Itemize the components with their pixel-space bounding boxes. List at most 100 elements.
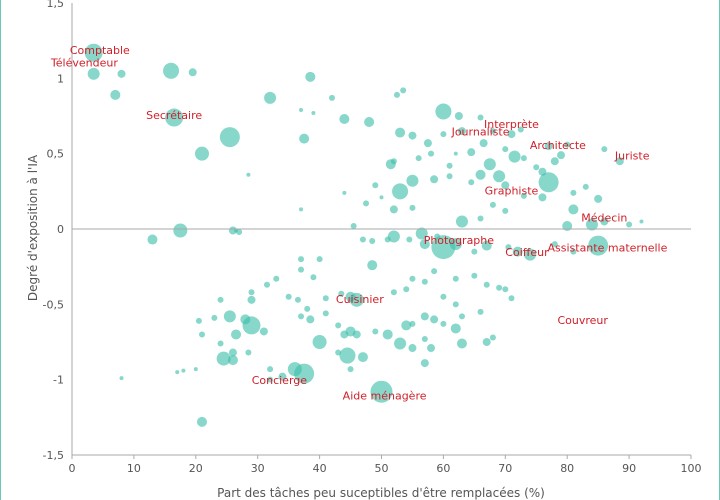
data-point [538, 193, 547, 202]
data-point [524, 248, 537, 261]
data-point [517, 126, 524, 133]
data-point [538, 172, 559, 193]
data-point [512, 246, 523, 257]
data-point [382, 329, 393, 340]
data-point [489, 334, 496, 341]
data-point [427, 344, 436, 353]
data-point [310, 274, 317, 281]
data-point [372, 182, 379, 189]
data-point [455, 215, 468, 228]
data-point [385, 159, 396, 170]
data-point [119, 376, 124, 381]
data-point [431, 235, 456, 260]
axes-layer: 0 10 20 30 40 50 60 70 80 90 100 1,5 1 0,5 0 -0,5 -1 -1,5 [43, 0, 702, 475]
x-tick-label: 0 [69, 462, 76, 475]
data-point [421, 278, 428, 285]
y-tick-label: 1 [57, 72, 64, 85]
data-point [419, 239, 430, 250]
data-point [245, 349, 252, 356]
y-tick-label: 0 [57, 223, 64, 236]
data-point [501, 181, 510, 190]
data-point [223, 310, 236, 323]
data-point [367, 260, 378, 271]
data-point [147, 234, 158, 245]
data-point [493, 170, 506, 183]
data-point [342, 190, 347, 195]
data-point [294, 363, 315, 384]
x-tick-label: 30 [251, 462, 265, 475]
data-point [544, 142, 553, 151]
data-point [475, 169, 486, 180]
data-point [415, 155, 422, 162]
job-label: Coiffeur [505, 246, 549, 259]
data-point [87, 67, 100, 80]
data-point [479, 139, 488, 148]
data-point [557, 151, 566, 160]
data-point [285, 293, 292, 300]
job-label: Journaliste [451, 126, 510, 139]
job-label: Assistante maternelle [547, 242, 667, 255]
data-point [508, 150, 521, 163]
data-point [231, 329, 242, 340]
data-point [248, 289, 255, 296]
y-axis-title: Degré d'exposition à l'IA [26, 154, 40, 301]
x-tick-label: 60 [436, 462, 450, 475]
data-point [457, 127, 466, 136]
data-point [446, 162, 453, 169]
data-point [562, 220, 573, 231]
data-point [471, 248, 478, 255]
data-point [639, 219, 644, 224]
x-tick-label: 50 [375, 462, 389, 475]
job-label: Couvreur [557, 314, 608, 327]
data-point [452, 301, 459, 308]
data-point [520, 155, 527, 162]
x-tick-label: 80 [560, 462, 574, 475]
data-point [456, 338, 467, 349]
data-point [267, 376, 274, 383]
data-point [440, 320, 447, 327]
data-point [415, 227, 428, 240]
data-point [570, 189, 577, 196]
data-point [247, 295, 256, 304]
data-point [458, 313, 465, 320]
data-point [305, 71, 316, 82]
data-point [242, 316, 261, 335]
data-point [227, 355, 238, 366]
data-point [322, 310, 329, 317]
data-point [489, 128, 496, 135]
data-point [449, 238, 462, 251]
data-point [84, 43, 103, 62]
data-point [211, 314, 218, 321]
data-point [471, 272, 478, 279]
data-point [564, 141, 571, 148]
data-point [428, 150, 435, 157]
x-tick-label: 40 [313, 462, 327, 475]
data-point [508, 295, 515, 302]
data-point [408, 131, 417, 140]
data-point [263, 281, 270, 288]
data-point [600, 217, 609, 226]
data-point [379, 195, 384, 200]
data-point [298, 266, 305, 273]
data-point [299, 133, 310, 144]
data-point [477, 215, 484, 222]
data-point [216, 351, 231, 366]
job-label: Cuisinier [336, 293, 384, 306]
data-point [188, 68, 197, 77]
data-point [311, 110, 316, 115]
data-point [390, 289, 397, 296]
data-point [278, 372, 287, 381]
data-point [267, 366, 274, 373]
data-point [520, 192, 527, 199]
data-point [570, 248, 577, 255]
data-point [588, 235, 609, 256]
data-point [338, 290, 345, 297]
data-point [454, 112, 463, 120]
data-point [420, 359, 429, 368]
data-point [359, 236, 366, 243]
data-point [496, 284, 503, 291]
data-point [450, 323, 461, 334]
job-label: Comptable [70, 44, 130, 57]
